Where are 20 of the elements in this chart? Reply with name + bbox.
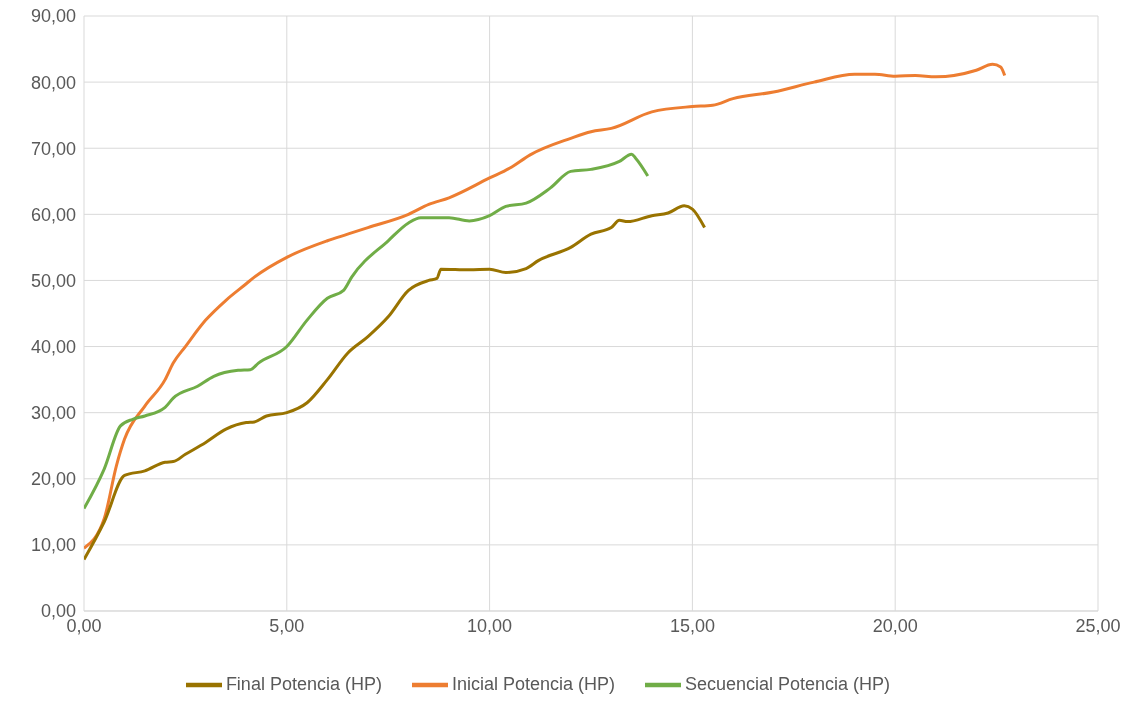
line-series	[84, 204, 707, 561]
x-tick-label: 25,00	[1075, 615, 1121, 636]
y-tick-label: 50,00	[30, 270, 76, 291]
y-tick-label: 30,00	[30, 403, 76, 424]
y-tick-label: 40,00	[30, 336, 76, 357]
y-tick-label: 70,00	[30, 138, 76, 159]
y-tick-label: 80,00	[30, 72, 76, 93]
legend-label: Secuencial Potencia (HP)	[685, 673, 891, 694]
x-tick-label: 5,00	[269, 615, 305, 636]
y-tick-label: 60,00	[30, 204, 76, 225]
y-tick-label: 10,00	[30, 535, 76, 556]
line-series	[84, 152, 650, 511]
y-tick-label: 20,00	[30, 469, 76, 490]
x-tick-label: 10,00	[467, 615, 513, 636]
x-tick-label: 15,00	[669, 615, 715, 636]
y-tick-label: 90,00	[30, 6, 76, 27]
legend-label: Final Potencia (HP)	[225, 673, 382, 694]
x-tick-label: 20,00	[872, 615, 918, 636]
legend-label: Inicial Potencia (HP)	[451, 673, 616, 694]
line-series	[84, 62, 1007, 550]
